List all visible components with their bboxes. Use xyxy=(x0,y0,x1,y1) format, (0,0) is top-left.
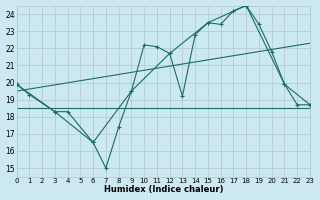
X-axis label: Humidex (Indice chaleur): Humidex (Indice chaleur) xyxy=(104,185,223,194)
